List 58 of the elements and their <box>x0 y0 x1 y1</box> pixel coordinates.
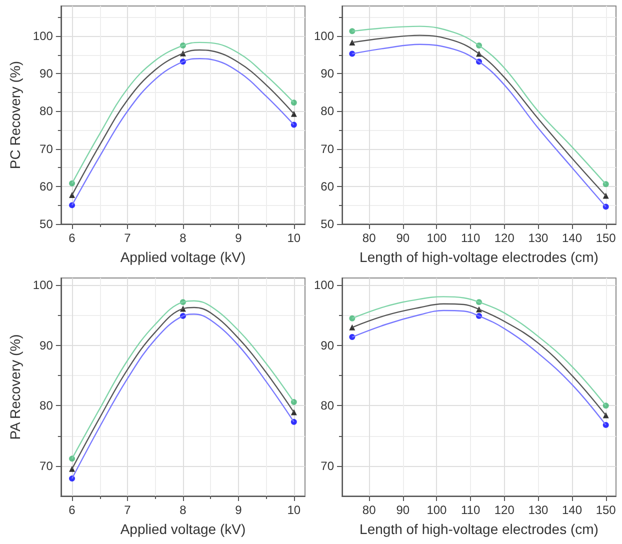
x-tick-label: 80 <box>362 503 376 517</box>
x-tick-label: 9 <box>235 231 242 245</box>
x-tick-label: 110 <box>460 503 480 517</box>
y-tick-label: 90 <box>320 66 334 81</box>
x-tick-label: 6 <box>68 503 76 517</box>
x-tick-label: 9 <box>235 503 242 517</box>
y-tick-label: 70 <box>40 458 54 473</box>
y-tick-label: 50 <box>320 217 334 231</box>
x-tick-label: 90 <box>396 231 410 245</box>
y-tick-label: 90 <box>40 338 54 352</box>
y-axis-title: PA Recovery (%) <box>7 334 23 440</box>
y-tick-label: 60 <box>320 179 334 194</box>
x-tick-label: 140 <box>562 231 582 245</box>
x-tick-label: 120 <box>494 231 515 245</box>
x-tick-label: 10 <box>287 231 301 245</box>
x-tick-label: 120 <box>494 503 515 517</box>
y-tick-label: 100 <box>314 278 334 292</box>
y-tick-label: 90 <box>320 338 334 352</box>
x-axis-title: Applied voltage (kV) <box>120 249 246 265</box>
y-tick-label: 80 <box>320 104 334 118</box>
y-tick-label: 70 <box>40 142 54 156</box>
point <box>290 110 297 117</box>
x-tick-label: 80 <box>362 231 376 245</box>
y-tick-label: 100 <box>32 278 54 292</box>
x-tick-label: 130 <box>528 503 549 517</box>
y-tick-label: 70 <box>320 458 334 473</box>
y-tick-label: 100 <box>32 29 54 44</box>
point <box>349 324 356 330</box>
x-tick-label: 100 <box>426 503 448 517</box>
x-tick-label: 150 <box>596 503 616 517</box>
x-tick-label: 130 <box>528 231 549 245</box>
x-axis-title: Length of high-voltage electrodes (cm) <box>360 521 598 537</box>
x-tick-label: 110 <box>460 231 480 245</box>
x-tick-label: 10 <box>287 503 301 517</box>
point <box>290 409 297 416</box>
y-tick-label: 80 <box>40 398 54 413</box>
x-tick-label: 150 <box>596 231 616 245</box>
point <box>602 192 609 199</box>
y-tick-label: 50 <box>40 217 54 231</box>
x-tick-label: 140 <box>562 503 582 517</box>
y-tick-label: 60 <box>40 179 54 194</box>
y-tick-label: 100 <box>314 29 334 44</box>
y-tick-label: 70 <box>320 142 334 156</box>
y-tick-label: 80 <box>40 104 54 118</box>
point <box>69 192 76 198</box>
x-tick-label: 100 <box>426 231 448 245</box>
y-tick-label: 90 <box>40 66 54 81</box>
x-tick-label: 7 <box>124 503 132 517</box>
y-axis-title: PC Recovery (%) <box>7 60 23 170</box>
x-tick-label: 8 <box>180 231 187 245</box>
x-tick-label: 6 <box>68 231 76 245</box>
x-tick-label: 90 <box>396 503 410 517</box>
x-axis-title: Length of high-voltage electrodes (cm) <box>360 249 598 265</box>
x-tick-label: 7 <box>124 231 132 245</box>
x-axis-title: Applied voltage (kV) <box>120 521 246 537</box>
point <box>602 412 609 418</box>
y-tick-label: 80 <box>320 398 334 413</box>
x-tick-label: 8 <box>180 503 187 517</box>
